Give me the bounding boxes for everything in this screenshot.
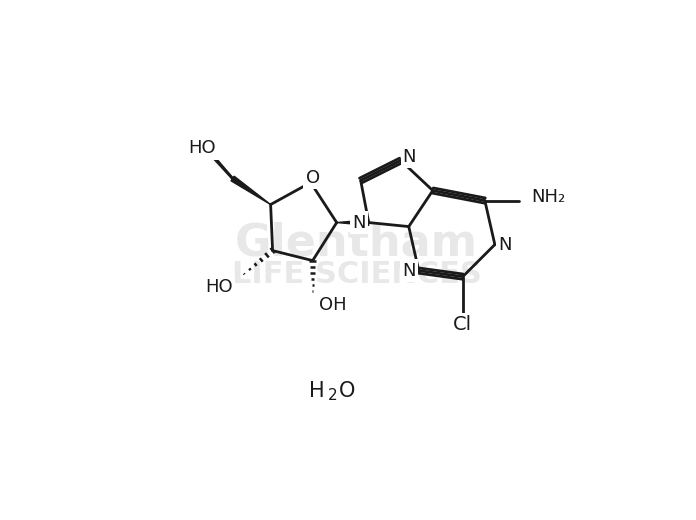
Text: N: N bbox=[498, 236, 512, 254]
Polygon shape bbox=[337, 220, 369, 225]
Text: H: H bbox=[309, 381, 324, 401]
Text: Cl: Cl bbox=[453, 315, 473, 334]
Text: N: N bbox=[402, 262, 416, 280]
Text: LIFE SCIENCES: LIFE SCIENCES bbox=[232, 260, 482, 289]
Text: 2: 2 bbox=[328, 388, 338, 403]
Text: HO: HO bbox=[205, 278, 232, 296]
Text: HO: HO bbox=[189, 139, 216, 158]
Text: N: N bbox=[403, 148, 416, 166]
Text: NH₂: NH₂ bbox=[531, 188, 565, 205]
Polygon shape bbox=[231, 176, 271, 204]
Text: O: O bbox=[306, 168, 319, 187]
Text: N: N bbox=[352, 214, 365, 231]
Text: Glentham: Glentham bbox=[235, 221, 478, 264]
Text: O: O bbox=[339, 381, 355, 401]
Text: OH: OH bbox=[319, 296, 347, 314]
